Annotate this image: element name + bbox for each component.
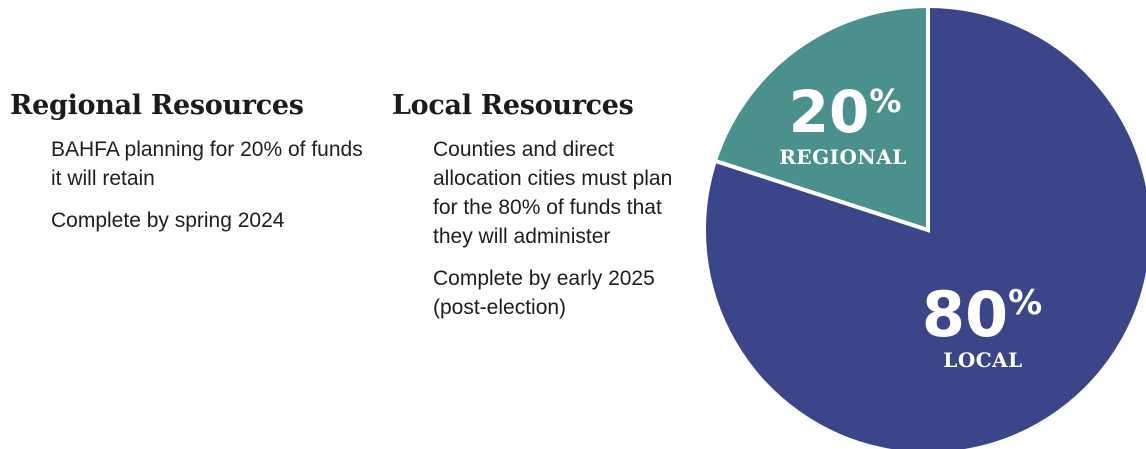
regional-percent-value: 20 — [789, 78, 870, 146]
local-resources-heading: Local Resources — [392, 90, 634, 121]
slice-label-local: 80% LOCAL — [922, 278, 1042, 372]
local-percent-value: 80 — [922, 278, 1008, 351]
list-item: Counties and direct allocation cities mu… — [433, 138, 673, 248]
local-percent-sign: % — [1008, 283, 1042, 323]
regional-resources-section: Regional Resources BAHFA planning for 20… — [10, 90, 370, 248]
local-resources-section: Local Resources Counties and direct allo… — [392, 90, 702, 335]
list-item: Complete by early 2025 (post-election) — [433, 267, 655, 319]
regional-slice-label: REGIONAL — [779, 145, 907, 169]
local-slice-label: LOCAL — [943, 348, 1022, 372]
pie-slice-regional — [712, 3, 930, 233]
list-item: BAHFA planning for 20% of funds it will … — [51, 138, 363, 190]
regional-resources-list: BAHFA planning for 20% of funds it will … — [10, 135, 370, 235]
svg-text:80%: 80% — [922, 278, 1042, 351]
slice-label-regional: 20% REGIONAL — [779, 78, 907, 169]
local-resources-list: Counties and direct allocation cities mu… — [392, 135, 702, 322]
pie-slices — [702, 3, 1146, 449]
regional-resources-heading: Regional Resources — [10, 90, 304, 121]
pie-slice-local — [702, 3, 1146, 449]
regional-percent-sign: % — [869, 82, 901, 120]
svg-text:20%: 20% — [789, 78, 902, 146]
list-item: Complete by spring 2024 — [51, 209, 285, 232]
